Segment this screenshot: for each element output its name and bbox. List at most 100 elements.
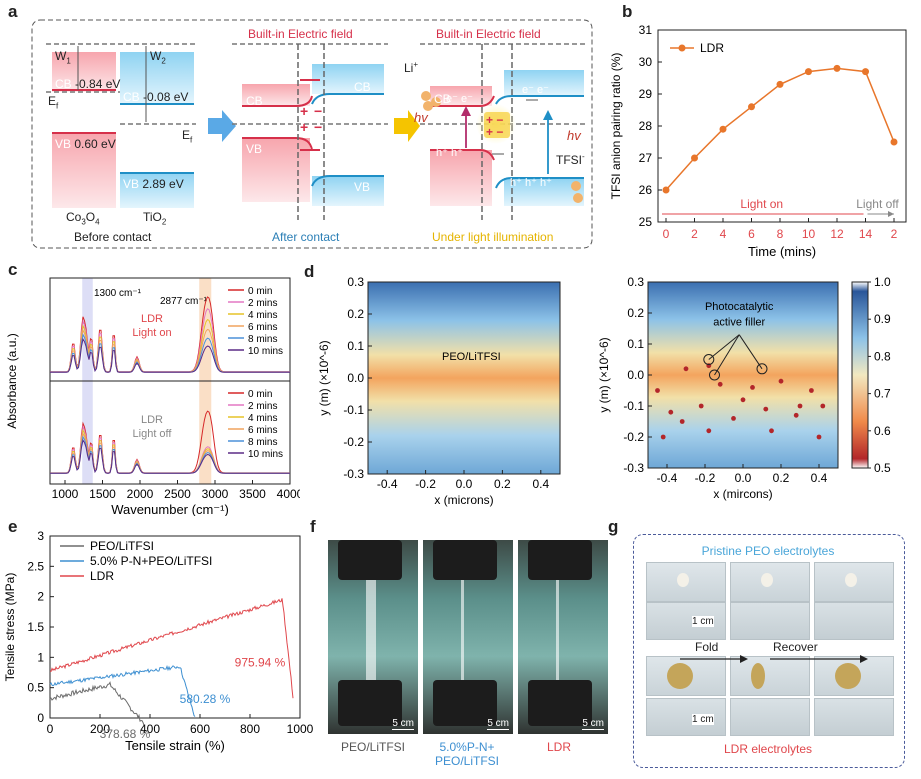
tensile-test-photo: 5 cm xyxy=(518,540,608,734)
w2-label: W2 xyxy=(150,49,166,66)
scale-bar-label: 5 cm xyxy=(487,718,509,730)
film-sample xyxy=(677,573,689,587)
electrolyte-photo xyxy=(730,602,810,640)
cb2-label: CB -0.08 eV xyxy=(123,90,189,104)
filler-particle xyxy=(698,403,704,409)
bottom-label: Light off xyxy=(133,428,173,440)
film-sample xyxy=(845,573,857,587)
light-on-label: Light on xyxy=(740,197,783,211)
tensile-test-photo: 5 cm xyxy=(423,540,513,734)
band-diagram: + − + − + − + − xyxy=(31,19,593,249)
sample-film xyxy=(556,580,559,680)
y-tick-label: 0.5 xyxy=(27,681,44,695)
x-tick-label: 2 xyxy=(891,227,898,241)
x-tick-label: 0.2 xyxy=(773,471,790,485)
panel-label-f: f xyxy=(310,517,316,536)
film-sample xyxy=(761,573,773,587)
svg-text:+ −: + − xyxy=(486,125,503,139)
pointer-line xyxy=(708,334,740,360)
scale-bar-bottom: 1 cm xyxy=(692,714,714,725)
electrolyte-photo xyxy=(730,656,810,696)
y-tick-label: 0.1 xyxy=(347,339,364,353)
top-label: Light on xyxy=(132,327,171,339)
colorbar-tick-label: 0.8 xyxy=(874,349,891,363)
x-tick-label: -0.2 xyxy=(415,477,436,491)
data-point xyxy=(776,80,784,88)
film-sample xyxy=(835,663,861,689)
filler-particle xyxy=(820,403,826,409)
heatmap-field xyxy=(648,282,838,468)
y-tick-label: 31 xyxy=(639,23,653,37)
legend-marker xyxy=(678,44,686,52)
co3o4-label: Co3O4 xyxy=(66,210,100,227)
colorbar-tick-label: 0.9 xyxy=(874,312,891,326)
field-label-1: Built-in Electric field xyxy=(248,27,353,41)
y-tick-label: 26 xyxy=(639,183,653,197)
filler-highlight xyxy=(756,363,768,375)
w1-label: W1 xyxy=(55,49,71,66)
cb1-label: CB -0.84 eV xyxy=(55,77,121,91)
fold-label: Fold xyxy=(695,640,719,654)
svg-text:−: − xyxy=(314,103,322,119)
x-tick-label: 2500 xyxy=(164,487,191,501)
film-sample xyxy=(667,663,693,689)
svg-text:−: − xyxy=(314,119,322,135)
pristine-label: Pristine PEO electrolytes xyxy=(701,544,835,558)
legend-label: 5.0% P-N+PEO/LiTFSI xyxy=(90,554,212,568)
chart-b: 25 26 27 28 29 30 31 0 2 4 6 8 10 12 14 2 Time (mins) TFS… xyxy=(609,23,907,259)
x-tick-label: 0.0 xyxy=(456,477,473,491)
colorbar-tick-label: 0.6 xyxy=(874,424,891,438)
vb-mid-left: VB xyxy=(246,142,263,156)
spectrum-top xyxy=(50,337,290,373)
x-tick-label: 8 xyxy=(777,227,784,241)
cb-right-left: CB xyxy=(434,92,451,106)
annotation-label: Photocatalytic xyxy=(705,301,774,313)
panel-label-g: g xyxy=(608,517,619,536)
photo-group-f: 5 cm 5 cm 5 cm xyxy=(328,540,610,734)
x-tick-label: 0.4 xyxy=(532,477,549,491)
after-contact-label: After contact xyxy=(272,230,340,244)
sample-film xyxy=(461,580,464,680)
colorbar-tick-label: 0.7 xyxy=(874,387,891,401)
cb-mid-left: CB xyxy=(246,94,263,108)
filler-particle xyxy=(778,378,784,384)
electrolyte-photo xyxy=(730,698,810,736)
x-tick-label: 0.2 xyxy=(494,477,511,491)
li-label: Li+ xyxy=(404,60,419,75)
x-axis-label: Tensile strain (%) xyxy=(125,738,225,753)
x-tick-label: 1500 xyxy=(89,487,116,501)
y-axis-label: Tensile stress (MPa) xyxy=(3,573,17,682)
x-tick-label: 1000 xyxy=(287,722,314,736)
electrolyte-photo xyxy=(814,656,894,696)
peo-end-label: 378.68 % xyxy=(100,727,151,741)
filler-particle xyxy=(763,406,769,412)
x-axis-label: Wavenumber (cm⁻¹) xyxy=(111,502,229,516)
bottom-label: LDR xyxy=(141,414,163,426)
electrolyte-photo xyxy=(646,562,726,602)
clamp-bottom xyxy=(338,680,402,726)
y-tick-label: 28 xyxy=(639,119,653,133)
x-tick-label: 6 xyxy=(748,227,755,241)
pn-end-label: 580.28 % xyxy=(180,692,231,706)
clamp-top xyxy=(433,540,497,580)
electrolyte-photo xyxy=(814,562,894,602)
y-tick-label: -0.1 xyxy=(343,403,364,417)
y-tick-label: 0.2 xyxy=(627,306,644,320)
film-sample xyxy=(751,663,765,689)
sample-film xyxy=(366,580,376,680)
y-tick-label: 0.0 xyxy=(627,368,644,382)
filler-particle xyxy=(797,403,803,409)
filler-particle xyxy=(660,434,666,440)
legend-label: LDR xyxy=(90,569,114,583)
y-tick-label: 0 xyxy=(37,711,44,725)
x-tick-label: -0.2 xyxy=(695,471,716,485)
data-point xyxy=(862,68,869,76)
x-tick-label: 200 xyxy=(90,722,110,736)
x-tick-label: 10 xyxy=(802,227,816,241)
clamp-top xyxy=(338,540,402,580)
legend-label: 10 mins xyxy=(248,449,283,460)
y-tick-label: -0.3 xyxy=(623,461,644,475)
clamp-top xyxy=(528,540,592,580)
colorbar xyxy=(851,281,869,469)
x-tick-label: 2 xyxy=(691,227,698,241)
